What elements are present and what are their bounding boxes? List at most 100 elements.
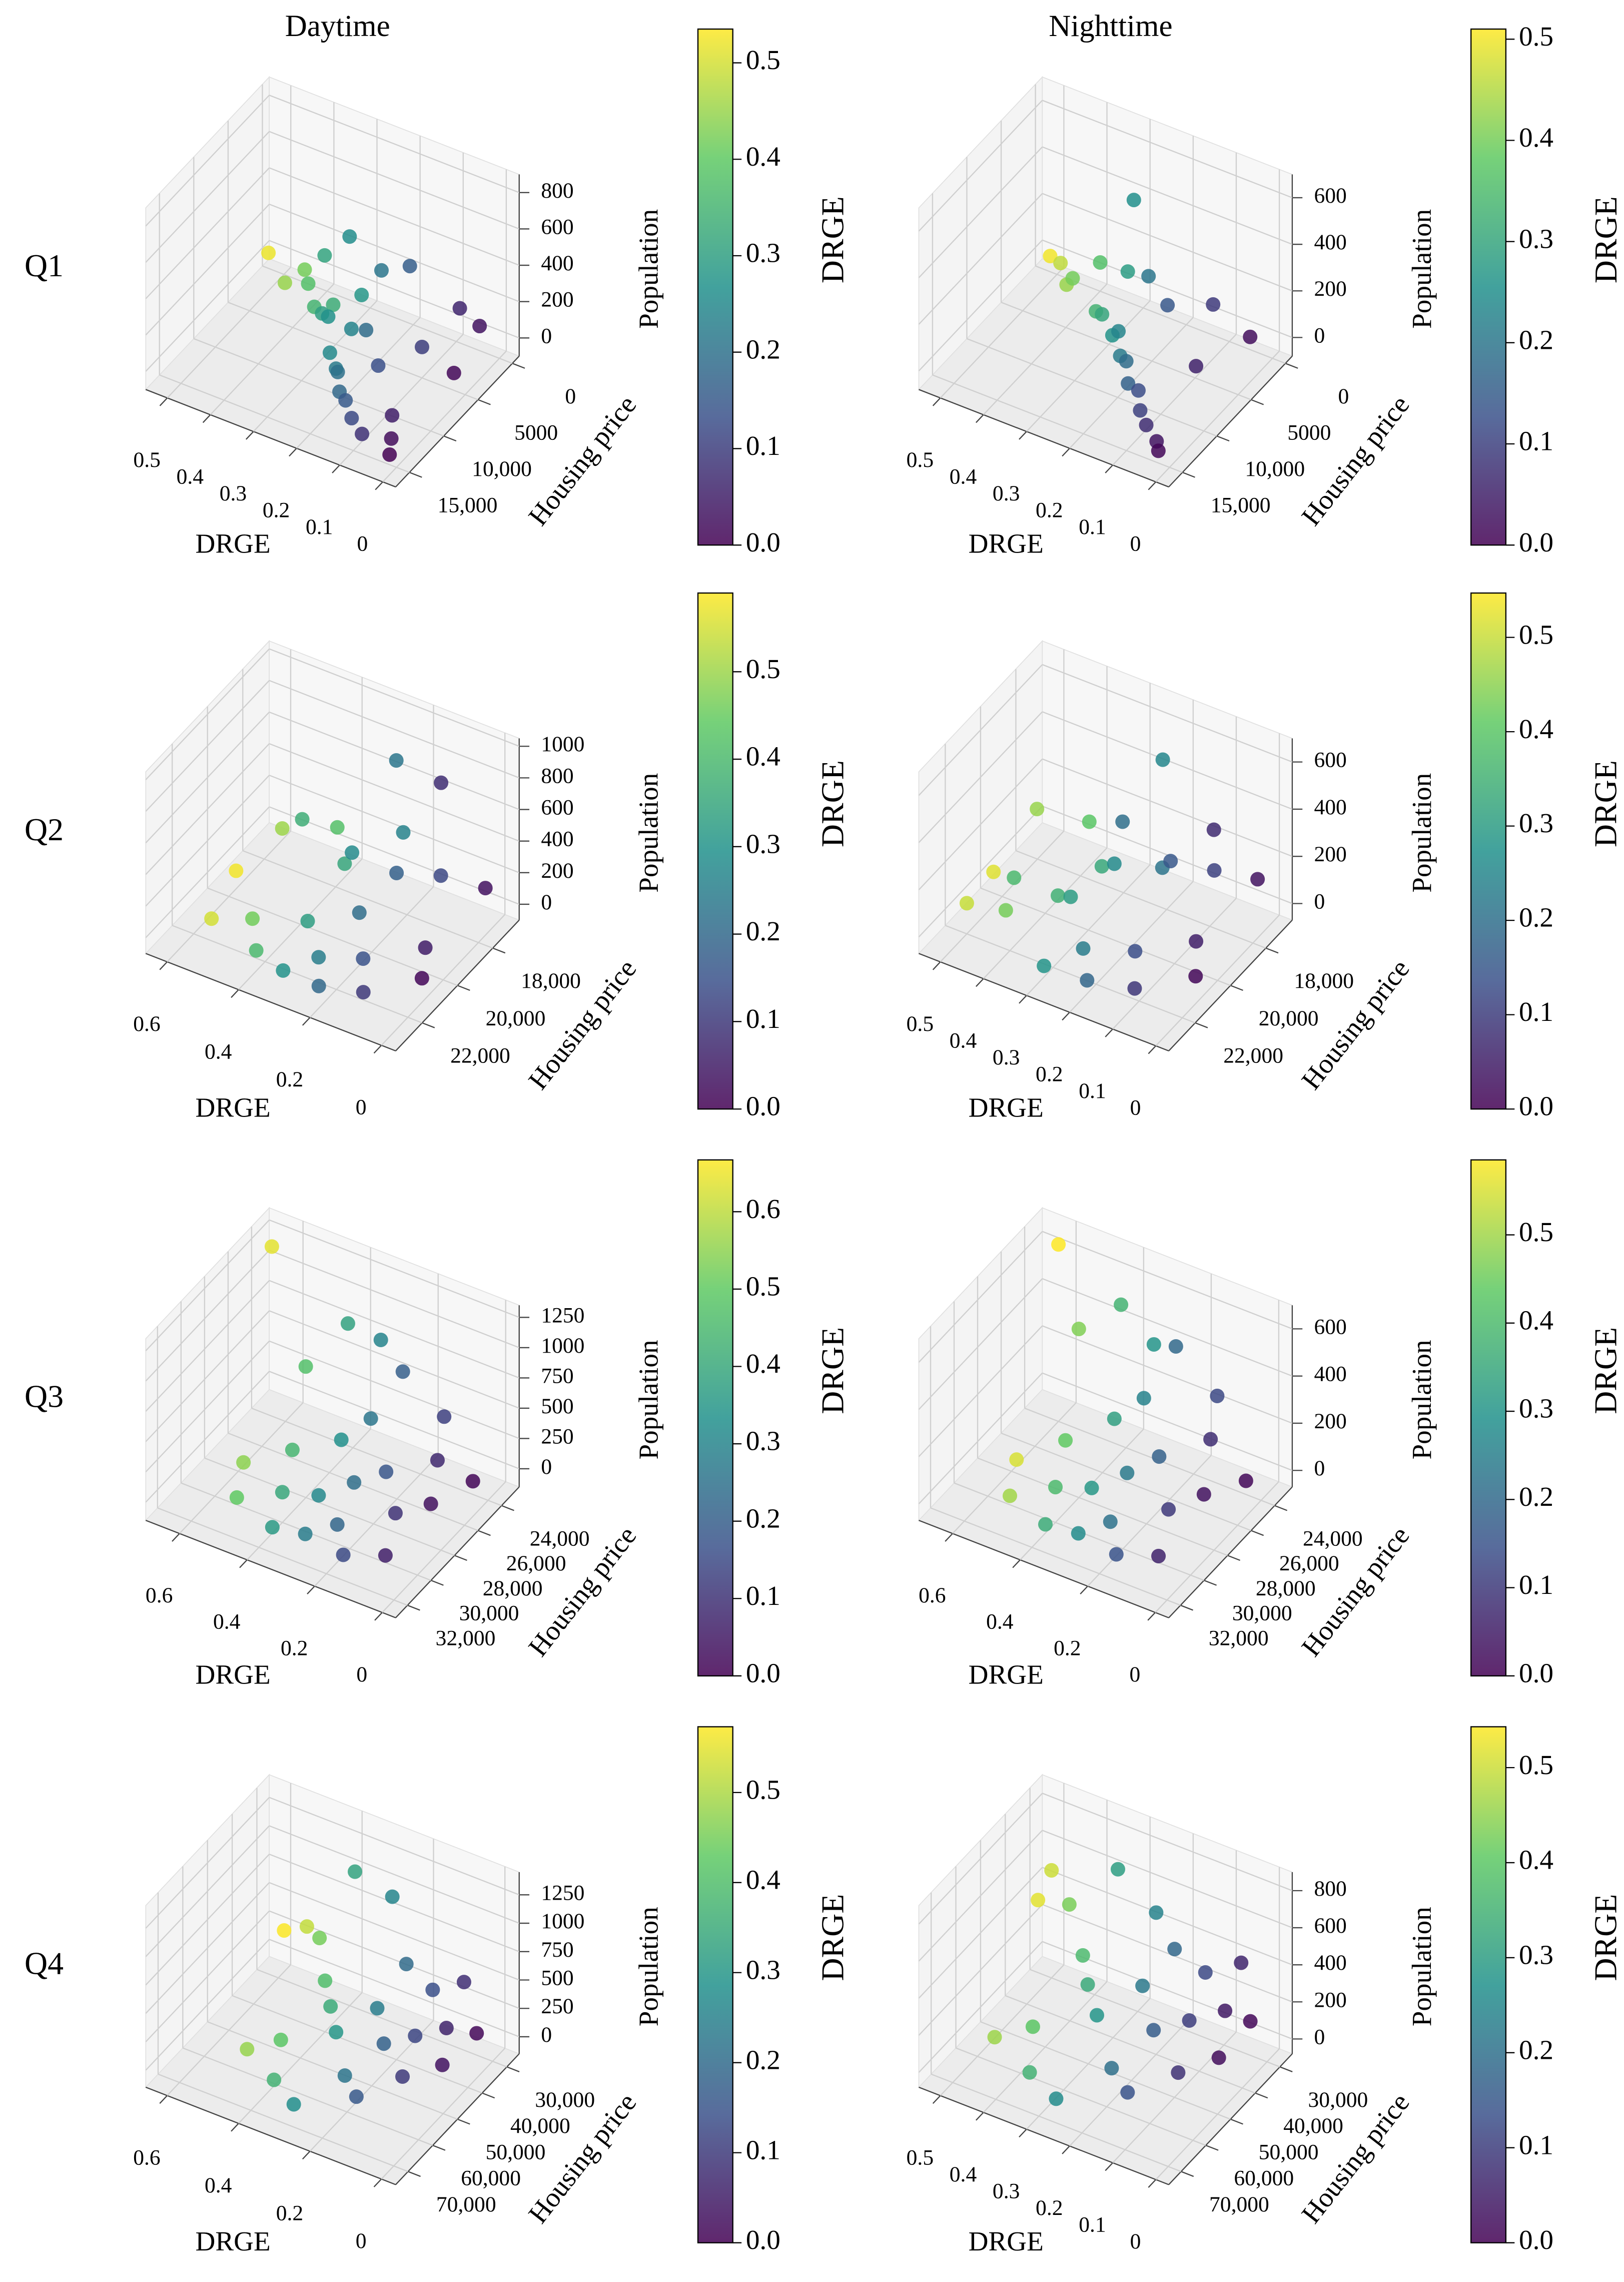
point bbox=[437, 1409, 452, 1424]
grid-line bbox=[145, 680, 270, 812]
z-tick-label: 200 bbox=[1314, 1988, 1346, 2012]
point bbox=[370, 2001, 385, 2016]
point bbox=[299, 1919, 314, 1934]
point bbox=[439, 2020, 454, 2036]
colorbar-tick-label: 0.1 bbox=[1519, 2129, 1553, 2160]
point bbox=[1127, 981, 1142, 996]
grid-line bbox=[940, 266, 1065, 398]
point bbox=[286, 2097, 301, 2112]
point bbox=[395, 2069, 410, 2084]
y-tick-label: 26,000 bbox=[506, 1551, 566, 1575]
point bbox=[998, 903, 1013, 918]
grid-line bbox=[1016, 850, 1266, 949]
y-tick-label: 10,000 bbox=[472, 457, 532, 481]
colorbar-tick-label: 0.3 bbox=[746, 1426, 780, 1456]
z-axis-label: Population bbox=[1406, 1907, 1437, 2026]
x-tick bbox=[1147, 1612, 1156, 1621]
y-tick bbox=[1195, 1022, 1208, 1028]
colorbar-tick-label: 0.0 bbox=[1519, 2224, 1553, 2255]
point bbox=[1126, 193, 1141, 208]
z-tick-label: 0 bbox=[541, 2023, 552, 2047]
point bbox=[1161, 1502, 1176, 1517]
grid-line bbox=[945, 925, 1196, 1023]
grid-line bbox=[1042, 664, 1293, 763]
point bbox=[379, 1464, 394, 1479]
colorbar-tick-label: 0.3 bbox=[1519, 1940, 1553, 1970]
x-axis-line bbox=[919, 953, 1169, 1052]
z-tick-label: 400 bbox=[1314, 795, 1346, 819]
grid-line bbox=[145, 240, 270, 372]
z-tick-label: 0 bbox=[1314, 323, 1325, 347]
grid-line bbox=[232, 1995, 483, 2094]
x-axis-line bbox=[145, 953, 396, 1052]
point bbox=[1095, 307, 1110, 322]
x-axis-label: DRGE bbox=[195, 1659, 270, 1689]
point bbox=[1206, 822, 1221, 837]
x-axis-label: DRGE bbox=[195, 1092, 270, 1123]
grid-line bbox=[269, 1939, 520, 2038]
colorbar-tick-label: 0.2 bbox=[1519, 324, 1553, 355]
grid-line bbox=[145, 648, 270, 780]
z-axis-label: Population bbox=[1406, 1340, 1437, 1459]
point bbox=[245, 911, 260, 926]
x-tick bbox=[231, 989, 239, 998]
grid-line bbox=[145, 131, 270, 263]
grid-line bbox=[1001, 1432, 1252, 1531]
x-tick bbox=[375, 481, 383, 490]
point bbox=[1037, 958, 1052, 973]
y-tick-label: 24,000 bbox=[530, 1526, 590, 1550]
y-tick bbox=[408, 2171, 421, 2177]
point bbox=[347, 1864, 363, 1879]
point bbox=[1210, 1388, 1225, 1403]
x-tick bbox=[1105, 464, 1113, 473]
x-tick-label: 0.2 bbox=[276, 2201, 303, 2225]
point bbox=[1182, 2013, 1197, 2028]
point bbox=[1120, 2085, 1135, 2100]
y-tick bbox=[409, 471, 422, 478]
colorbar-tick-label: 0.3 bbox=[1519, 808, 1553, 838]
colorbar bbox=[697, 1159, 733, 1677]
point bbox=[1146, 2023, 1161, 2038]
grid-line bbox=[269, 95, 520, 193]
x-tick bbox=[159, 397, 168, 406]
point bbox=[300, 914, 315, 929]
x-axis-line bbox=[919, 2086, 1169, 2185]
grid-line bbox=[918, 1278, 1043, 1410]
grid-line bbox=[918, 1941, 1043, 2073]
grid-line bbox=[1155, 1481, 1279, 1613]
point bbox=[298, 1526, 313, 1541]
grid-line bbox=[145, 204, 270, 336]
point bbox=[987, 2030, 1002, 2045]
colorbar-tick-label: 0.0 bbox=[1519, 1657, 1553, 1688]
grid-line bbox=[1042, 193, 1293, 292]
colorbar-tick-label: 0.0 bbox=[746, 1657, 780, 1688]
y-tick-label: 40,000 bbox=[510, 2114, 570, 2138]
point bbox=[1080, 973, 1095, 988]
grid-line bbox=[1042, 1325, 1293, 1424]
y-tick bbox=[457, 985, 470, 991]
point bbox=[469, 2026, 484, 2041]
point bbox=[275, 821, 290, 836]
point bbox=[1114, 1297, 1129, 1312]
grid-line bbox=[918, 100, 1043, 232]
grid-line bbox=[1042, 239, 1293, 338]
grid-line bbox=[918, 1830, 1043, 1962]
grid-line bbox=[145, 1939, 270, 2071]
x-tick bbox=[1080, 1585, 1088, 1595]
y-tick-label: 50,000 bbox=[486, 2140, 546, 2164]
x-tick bbox=[231, 2123, 239, 2132]
grid-line bbox=[980, 887, 1231, 986]
y-tick bbox=[1285, 363, 1298, 369]
x-tick-label: 0.4 bbox=[213, 1610, 241, 1634]
point bbox=[359, 323, 374, 338]
point bbox=[1131, 383, 1146, 398]
point bbox=[1136, 1391, 1151, 1406]
point bbox=[402, 259, 417, 274]
point bbox=[349, 2089, 364, 2104]
z-tick-label: 200 bbox=[1314, 842, 1346, 866]
y-tick-label: 60,000 bbox=[1234, 2166, 1294, 2190]
point bbox=[1151, 443, 1166, 458]
colorbar-tick-label: 0.4 bbox=[746, 1864, 780, 1895]
x-tick-label: 0.5 bbox=[907, 1012, 934, 1036]
grid-line bbox=[1042, 146, 1293, 245]
